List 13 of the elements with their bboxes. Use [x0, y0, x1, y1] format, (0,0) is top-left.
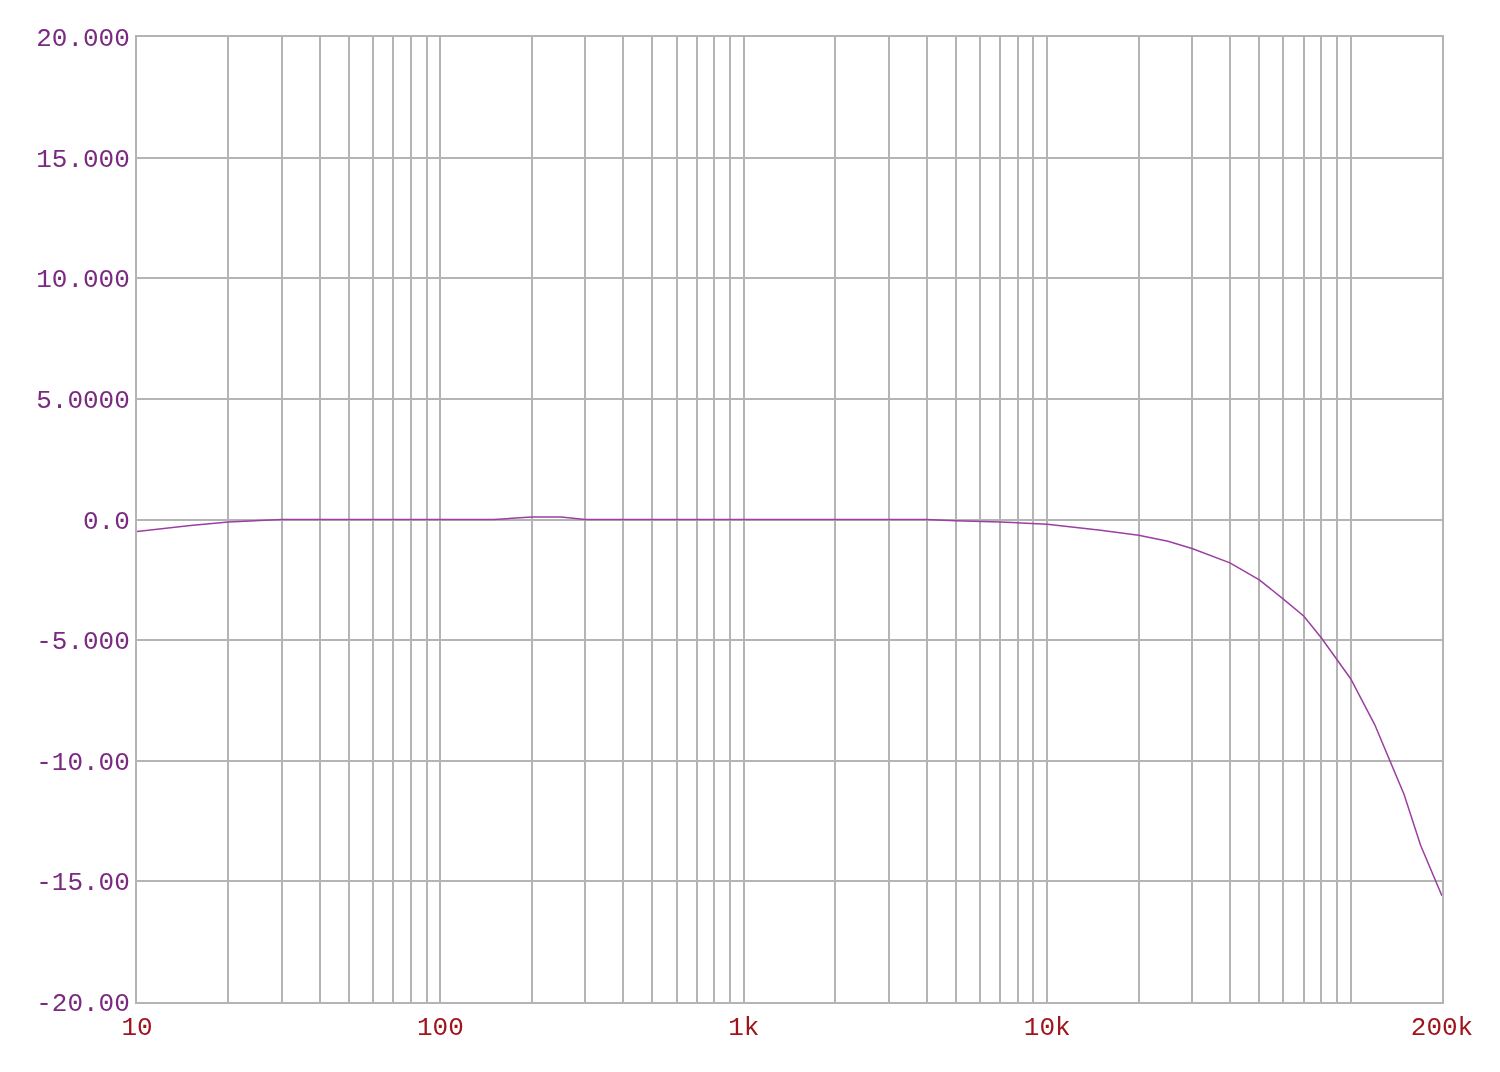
y-tick-label: -15.00 [36, 868, 130, 899]
x-tick-label: 10 [121, 1013, 153, 1044]
y-tick-label: 15.000 [36, 144, 130, 175]
x-tick-label: 10k [1023, 1013, 1071, 1044]
y-tick-label: -10.00 [36, 747, 130, 778]
x-tick-label: 1k [728, 1013, 760, 1044]
y-tick-label: 0.0 [82, 506, 130, 537]
x-tick-label: 200k [1410, 1013, 1474, 1044]
x-tick-label: 100 [417, 1013, 464, 1044]
y-tick-label: 10.000 [36, 265, 130, 296]
y-tick-label: 5.0000 [36, 385, 130, 416]
y-tick-label: 20.000 [36, 24, 130, 55]
y-tick-label: -5.000 [36, 627, 130, 658]
